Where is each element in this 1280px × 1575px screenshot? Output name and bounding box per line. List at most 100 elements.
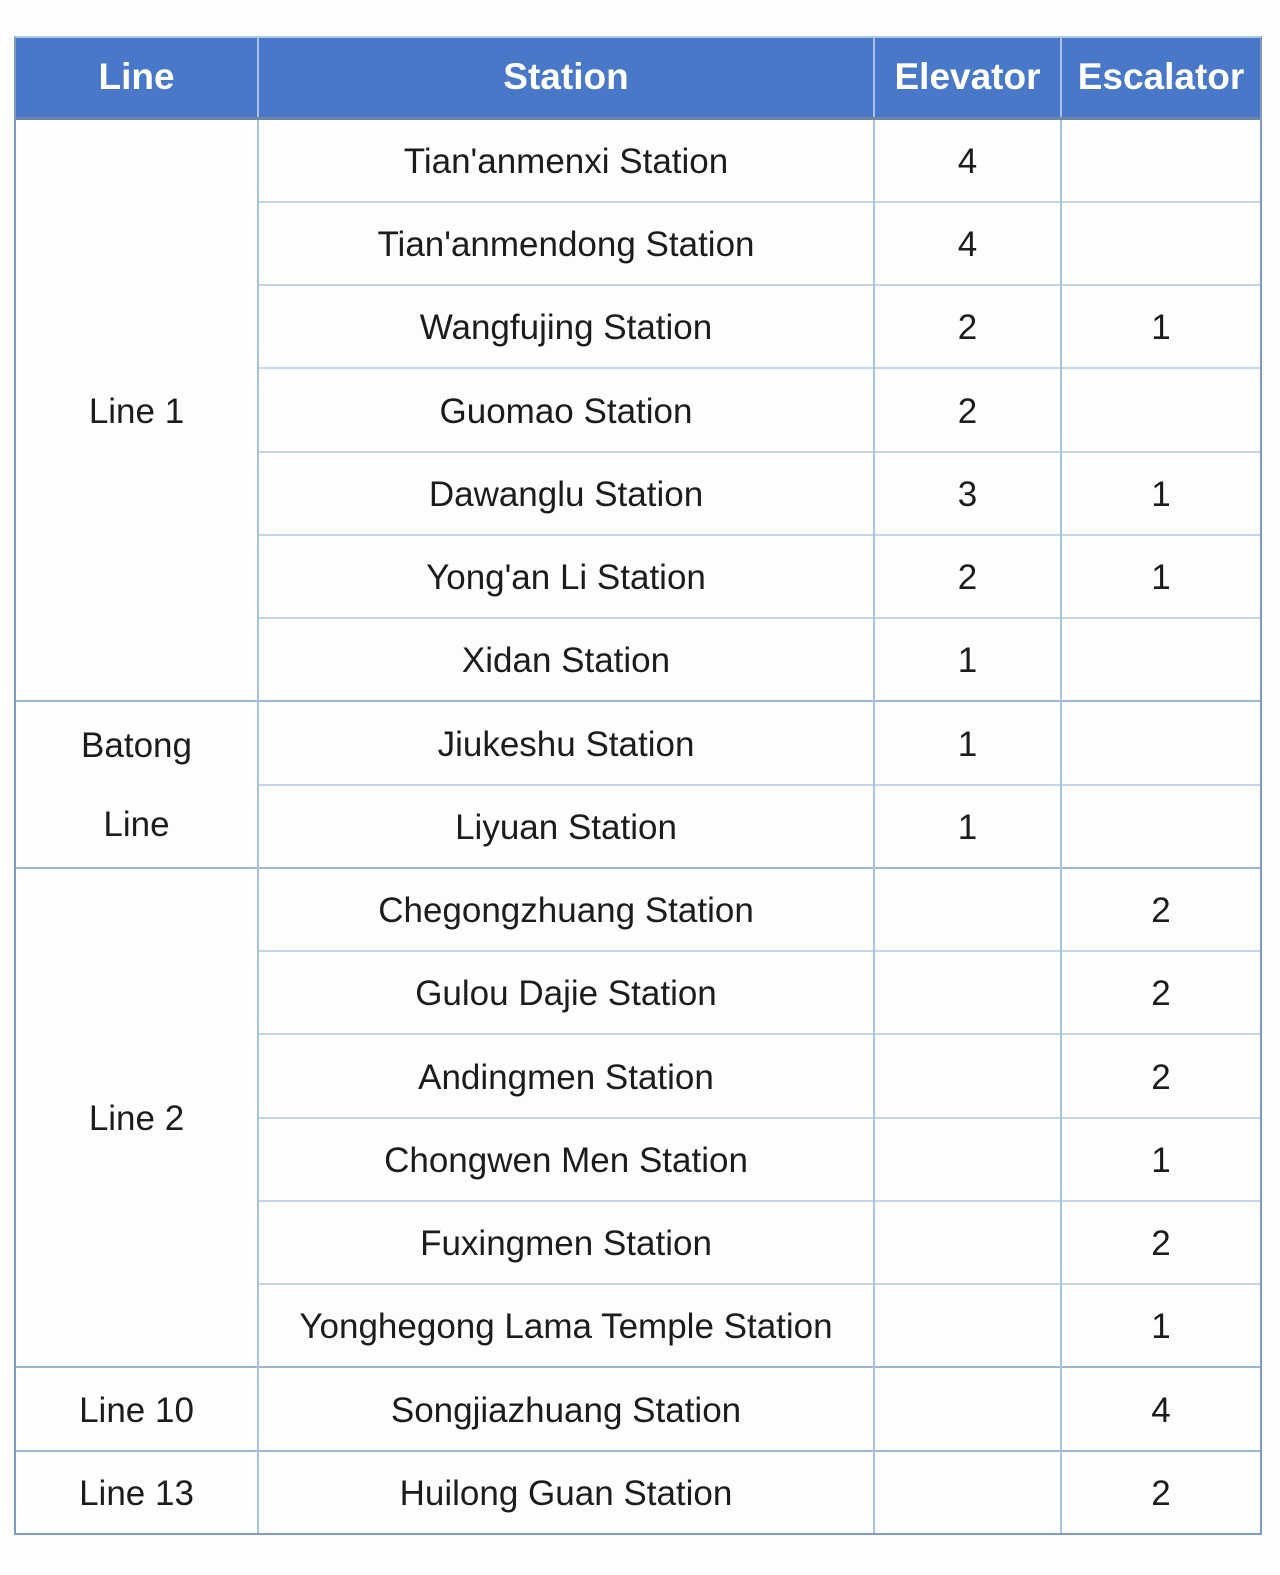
station-cell: Guomao Station [258, 367, 875, 452]
station-cell-text: Gulou Dajie Station [415, 974, 717, 1014]
escalator-count-text: 2 [1151, 1224, 1171, 1263]
elevator-count-text: 4 [957, 225, 978, 264]
table-header: Line Station Elevator Escalator [16, 38, 1260, 120]
elevator-count: 4 [874, 118, 1062, 202]
escalator-count-text: 1 [1151, 474, 1171, 514]
table-row: Dawanglu Station 3 1 [16, 450, 1260, 535]
escalator-count: 2 [1061, 866, 1260, 951]
line-cell-text: Line 1 [88, 391, 185, 431]
line-cell-text: Batong Line [81, 725, 192, 844]
elevator-count-text: 1 [957, 724, 978, 764]
escalator-count [1061, 700, 1260, 785]
escalator-count: 1 [1061, 1282, 1260, 1368]
station-cell-text: Tian'anmendong Station [377, 225, 755, 264]
table-body: Line 1 Tian'anmenxi Station 4 Tian'anmendon… [16, 118, 1260, 1533]
station-cell-text: Jiukeshu Station [437, 724, 695, 764]
line-cell: Line 2 [16, 866, 259, 1368]
elevator-count: 1 [874, 783, 1062, 868]
station-cell: Xidan Station [258, 616, 875, 702]
escalator-count-text: 2 [1151, 1057, 1171, 1097]
elevator-count: 2 [874, 283, 1062, 369]
escalator-count: 1 [1061, 1116, 1260, 1201]
elevator-count: 1 [874, 616, 1062, 702]
column-header-station: Station [258, 38, 875, 120]
column-header-escalator: Escalator [1061, 38, 1260, 120]
escalator-count: 2 [1061, 1199, 1260, 1284]
line-cell-text: Line 13 [79, 1473, 194, 1513]
table-row: Andingmen Station 2 [16, 1033, 1260, 1118]
station-cell-text: Dawanglu Station [428, 474, 704, 514]
station-cell: Liyuan Station [258, 783, 875, 868]
table-row: Wangfujing Station 2 1 [16, 283, 1260, 369]
table-row: Yong'an Li Station 2 1 [16, 533, 1260, 618]
escalator-count [1061, 118, 1260, 202]
table-row: Chongwen Men Station 1 [16, 1116, 1260, 1201]
table-row: Yonghegong Lama Temple Station 1 [16, 1282, 1260, 1368]
line-cell: Batong Line [16, 700, 259, 868]
station-cell: Tian'anmenxi Station [258, 118, 875, 202]
table-row: Batong Line Jiukeshu Station 1 [16, 700, 1260, 868]
station-cell: Tian'anmendong Station [258, 200, 875, 285]
escalator-count-text: 1 [1151, 308, 1171, 348]
elevator-count [874, 949, 1062, 1035]
table-row: Gulou Dajie Station 2 [16, 949, 1260, 1035]
table-row: Liyuan Station 1 [16, 783, 1260, 868]
elevator-count-text: 1 [957, 807, 978, 847]
escalator-count: 1 [1061, 283, 1260, 369]
elevator-count [874, 866, 1062, 951]
table: Line Station Elevator Escalator Line 1 Ti… [16, 38, 1260, 1533]
elevator-count: 2 [874, 367, 1062, 452]
station-cell: Fuxingmen Station [258, 1199, 875, 1284]
station-cell-text: Chongwen Men Station [384, 1140, 748, 1180]
table-row: Line 13 Huilong Guan Station 2 [16, 1449, 1260, 1533]
elevator-count [874, 1449, 1062, 1533]
escalator-count [1061, 783, 1260, 868]
station-cell: Andingmen Station [258, 1033, 875, 1118]
elevator-count-text: 2 [957, 391, 978, 431]
station-cell-text: Tian'anmenxi Station [403, 141, 729, 181]
escalator-count: 2 [1061, 1449, 1260, 1533]
escalator-count: 2 [1061, 1033, 1260, 1118]
header-row: Line Station Elevator Escalator [16, 38, 1260, 120]
station-facilities-table: Line Station Elevator Escalator Line 1 Ti… [14, 36, 1262, 1535]
elevator-count [874, 1116, 1062, 1201]
station-cell: Chongwen Men Station [258, 1116, 875, 1201]
escalator-count-text: 1 [1151, 558, 1171, 597]
station-cell-text: Yonghegong Lama Temple Station [299, 1307, 833, 1347]
escalator-count-text: 2 [1151, 1473, 1171, 1513]
escalator-count-text: 2 [1151, 974, 1171, 1014]
escalator-count: 2 [1061, 949, 1260, 1035]
elevator-count [874, 1366, 1062, 1451]
station-cell: Yong'an Li Station [258, 533, 875, 618]
table-row: Line 10 Songjiazhuang Station 4 [16, 1366, 1260, 1451]
line-cell-text: Line 2 [88, 1099, 185, 1139]
line-cell: Line 10 [16, 1366, 259, 1451]
elevator-count-text: 2 [957, 308, 978, 348]
escalator-count-text: 2 [1151, 891, 1171, 930]
elevator-count-text: 3 [957, 474, 978, 514]
table-row: Guomao Station 2 [16, 367, 1260, 452]
station-cell-text: Songjiazhuang Station [390, 1390, 742, 1430]
escalator-count-text: 1 [1151, 1140, 1171, 1180]
escalator-count [1061, 200, 1260, 285]
escalator-count-text: 4 [1151, 1390, 1171, 1430]
station-cell: Yonghegong Lama Temple Station [258, 1282, 875, 1368]
line-cell: Line 13 [16, 1449, 259, 1533]
station-cell-text: Wangfujing Station [419, 308, 713, 348]
table-row: Fuxingmen Station 2 [16, 1199, 1260, 1284]
elevator-count [874, 1199, 1062, 1284]
station-cell-text: Chegongzhuang Station [378, 891, 754, 930]
station-cell: Gulou Dajie Station [258, 949, 875, 1035]
elevator-count: 2 [874, 533, 1062, 618]
elevator-count: 3 [874, 450, 1062, 535]
column-header-line: Line [16, 38, 259, 120]
station-cell-text: Xidan Station [461, 641, 671, 681]
escalator-count [1061, 616, 1260, 702]
station-cell-text: Guomao Station [439, 391, 693, 431]
escalator-count: 1 [1061, 533, 1260, 618]
station-cell-text: Huilong Guan Station [399, 1473, 733, 1513]
line-cell-text: Line 10 [79, 1390, 194, 1430]
station-cell: Chegongzhuang Station [258, 866, 875, 951]
escalator-count: 4 [1061, 1366, 1260, 1451]
station-cell-text: Fuxingmen Station [420, 1224, 712, 1263]
